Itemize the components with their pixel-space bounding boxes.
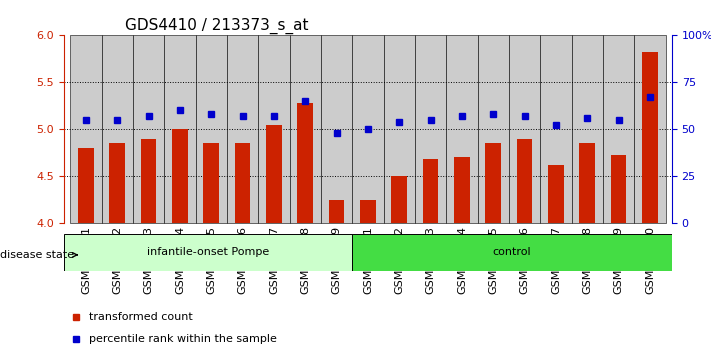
Bar bbox=[172, 129, 188, 223]
Bar bbox=[454, 157, 470, 223]
Bar bbox=[141, 138, 156, 223]
Text: GDS4410 / 213373_s_at: GDS4410 / 213373_s_at bbox=[125, 18, 309, 34]
Bar bbox=[634, 35, 665, 223]
Bar bbox=[227, 35, 258, 223]
Bar bbox=[540, 35, 572, 223]
Bar bbox=[360, 200, 376, 223]
Bar bbox=[384, 35, 415, 223]
Bar bbox=[423, 159, 439, 223]
Bar bbox=[572, 35, 603, 223]
Bar bbox=[321, 35, 352, 223]
Bar bbox=[486, 143, 501, 223]
Bar bbox=[78, 148, 94, 223]
Bar bbox=[548, 165, 564, 223]
Bar bbox=[517, 138, 533, 223]
Bar bbox=[133, 35, 164, 223]
Bar bbox=[352, 234, 672, 271]
Text: percentile rank within the sample: percentile rank within the sample bbox=[89, 334, 277, 344]
Bar bbox=[415, 35, 447, 223]
Text: control: control bbox=[493, 247, 531, 257]
Bar bbox=[235, 143, 250, 223]
Bar bbox=[70, 35, 102, 223]
Bar bbox=[64, 234, 352, 271]
Bar bbox=[203, 143, 219, 223]
Bar bbox=[109, 143, 125, 223]
Bar bbox=[297, 103, 313, 223]
Bar bbox=[447, 35, 478, 223]
Bar bbox=[266, 125, 282, 223]
Bar bbox=[196, 35, 227, 223]
Bar bbox=[579, 143, 595, 223]
Bar bbox=[164, 35, 196, 223]
Bar bbox=[102, 35, 133, 223]
Text: disease state: disease state bbox=[0, 250, 77, 260]
Bar bbox=[289, 35, 321, 223]
Bar bbox=[258, 35, 289, 223]
Bar bbox=[642, 52, 658, 223]
Text: transformed count: transformed count bbox=[89, 312, 193, 322]
Bar bbox=[392, 176, 407, 223]
Bar bbox=[352, 35, 384, 223]
Bar bbox=[611, 155, 626, 223]
Bar bbox=[478, 35, 509, 223]
Text: infantile-onset Pompe: infantile-onset Pompe bbox=[147, 247, 269, 257]
Bar bbox=[509, 35, 540, 223]
Bar bbox=[328, 200, 344, 223]
Bar bbox=[603, 35, 634, 223]
